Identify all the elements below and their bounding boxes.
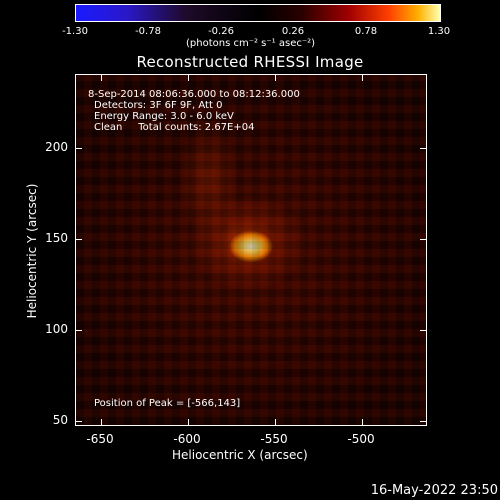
x-tick-label: -650 bbox=[86, 432, 114, 446]
y-tick-label: 150 bbox=[45, 231, 68, 245]
clean-counts-text: Clean Total counts: 2.67E+04 bbox=[94, 122, 255, 133]
y-tick-label: 50 bbox=[52, 413, 68, 427]
y-axis-title: Heliocentric Y (arcsec) bbox=[25, 183, 39, 319]
colorbar-tick: 0.26 bbox=[281, 26, 305, 37]
x-tick-label: -600 bbox=[173, 432, 201, 446]
rhessi-image-plot: 8-Sep-2014 08:06:36.000 to 08:12:36.000 … bbox=[75, 74, 427, 426]
time-range-text: 8-Sep-2014 08:06:36.000 to 08:12:36.000 bbox=[88, 89, 300, 100]
colorbar-tick: -0.26 bbox=[208, 26, 234, 37]
image-title: Reconstructed RHESSI Image bbox=[136, 53, 364, 71]
colorbar-tick: -0.78 bbox=[135, 26, 161, 37]
energy-range-text: Energy Range: 3.0 - 6.0 keV bbox=[94, 111, 234, 122]
peak-position-text: Position of Peak = [-566,143] bbox=[94, 398, 241, 409]
x-axis-title: Heliocentric X (arcsec) bbox=[172, 448, 308, 462]
x-tick-label: -550 bbox=[260, 432, 288, 446]
solar-image bbox=[76, 75, 426, 425]
colorbar-unit: (photons cm⁻² s⁻¹ asec⁻²) bbox=[186, 38, 316, 49]
detectors-text: Detectors: 3F 6F 9F, Att 0 bbox=[94, 100, 223, 111]
colorbar-tick: -1.30 bbox=[62, 26, 88, 37]
y-tick-label: 200 bbox=[45, 140, 68, 154]
timestamp-footer: 16-May-2022 23:50 bbox=[370, 483, 498, 498]
y-tick-label: 100 bbox=[45, 322, 68, 336]
colorbar-tick: 0.78 bbox=[354, 26, 378, 37]
x-tick-label: -500 bbox=[347, 432, 375, 446]
colorbar bbox=[75, 4, 441, 22]
colorbar-tick: 1.30 bbox=[427, 26, 451, 37]
